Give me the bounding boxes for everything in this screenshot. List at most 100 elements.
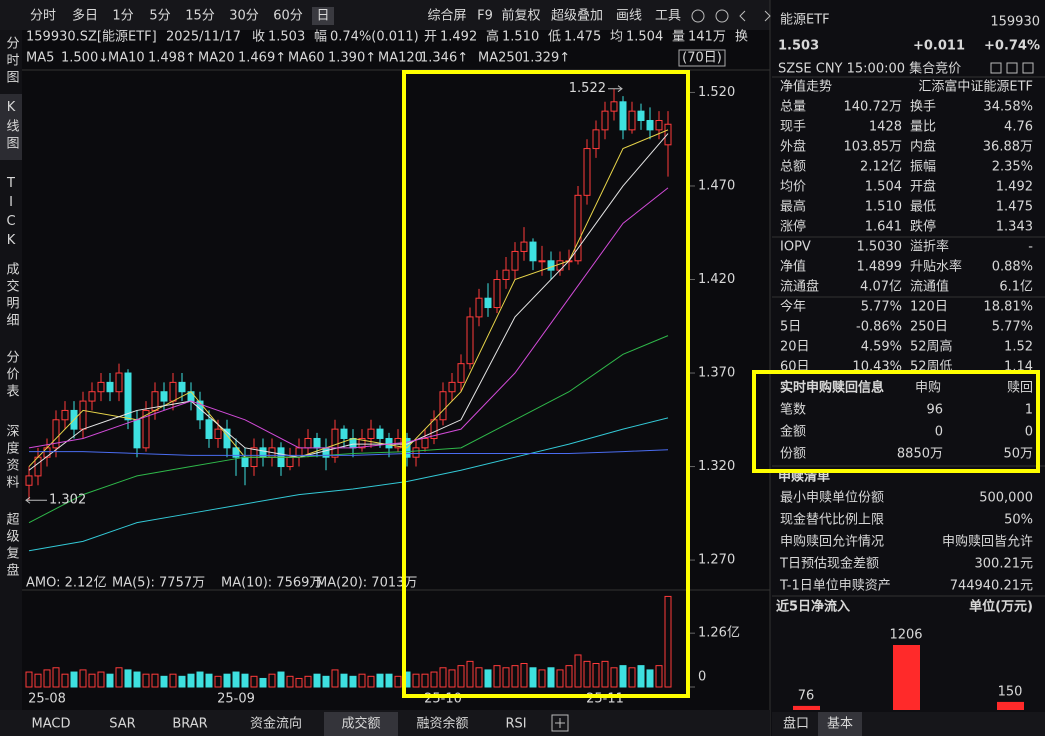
volume-bar bbox=[97, 671, 105, 688]
y-tick-label: 0 bbox=[698, 670, 706, 685]
toolbar-tab[interactable]: 日 bbox=[316, 9, 329, 24]
toolbar-tab[interactable]: 60分 bbox=[273, 9, 303, 24]
toolbar-tab[interactable]: 1分 bbox=[112, 9, 133, 24]
toolbar-tab[interactable]: 30分 bbox=[229, 9, 259, 24]
candle-body bbox=[439, 391, 447, 421]
candle-body bbox=[304, 437, 312, 449]
toolbar-tool[interactable]: 综合屏 bbox=[427, 9, 466, 24]
inflow-label: 76 bbox=[798, 688, 815, 703]
toolbar-tool[interactable]: F9 bbox=[477, 9, 493, 24]
toolbar-tab[interactable]: 多日 bbox=[72, 8, 98, 24]
info-text: 2025/11/17 bbox=[166, 30, 241, 45]
volume-bar bbox=[277, 671, 285, 688]
quote-value: 2.12亿 bbox=[860, 160, 902, 175]
side-tab[interactable]: TICK bbox=[4, 176, 19, 252]
panel-tab[interactable]: 基本 bbox=[827, 717, 853, 732]
candle-body bbox=[313, 437, 321, 449]
quote-value: 6.1亿 bbox=[999, 280, 1033, 295]
toolbar-tool[interactable]: 工具 bbox=[655, 9, 681, 24]
list-label: 最小申赎单位份额 bbox=[780, 491, 884, 506]
toolbar-tool[interactable]: 超级叠加 bbox=[551, 9, 603, 24]
inflow-unit: 单位(万元) bbox=[969, 599, 1033, 615]
quote-value: 36.88万 bbox=[983, 140, 1033, 155]
side-tab[interactable]: 深度资料 bbox=[4, 424, 20, 492]
sub-value: 1 bbox=[1025, 403, 1033, 418]
y-tick-label: 1.470 bbox=[698, 178, 735, 193]
sub-col: 申购 bbox=[915, 380, 941, 396]
volume-bar bbox=[367, 675, 375, 688]
volume-bar bbox=[295, 677, 303, 688]
toolbar-tab[interactable]: 15分 bbox=[185, 9, 215, 24]
bottom-tab[interactable]: MACD bbox=[32, 717, 71, 732]
volume-bar bbox=[214, 675, 222, 688]
candle-body bbox=[88, 391, 96, 402]
quote-value: 5.77% bbox=[861, 300, 902, 315]
x-tick-label: 25-11 bbox=[586, 692, 624, 707]
side-tab[interactable]: 超级复盘 bbox=[4, 512, 20, 580]
candle-body bbox=[466, 316, 474, 365]
candle-body bbox=[520, 241, 528, 252]
bottom-tab[interactable]: 融资余额 bbox=[416, 716, 468, 732]
quote-label: 开盘 bbox=[910, 179, 936, 195]
toolbar bbox=[0, 0, 770, 30]
toolbar-tool[interactable]: 画线 bbox=[616, 9, 642, 24]
high-arrow bbox=[608, 85, 623, 93]
volume-bar bbox=[610, 667, 618, 688]
side-tab[interactable]: 成交明细 bbox=[4, 262, 20, 330]
quote-value: 18.81% bbox=[983, 300, 1033, 315]
bottom-tab[interactable]: SAR bbox=[109, 717, 135, 732]
bottom-tab[interactable]: 成交额 bbox=[341, 716, 380, 732]
y-tick-label: 1.320 bbox=[698, 459, 735, 474]
toolbar-tab[interactable]: 分时 bbox=[30, 9, 56, 24]
volume-bar bbox=[520, 663, 528, 688]
quote-value: 1.5030 bbox=[857, 240, 903, 255]
volume-bar bbox=[511, 665, 519, 688]
candle-body bbox=[178, 381, 186, 393]
high-label: 1.522 bbox=[569, 81, 606, 96]
candle-body bbox=[592, 129, 600, 150]
quote-value: 4.07亿 bbox=[860, 280, 902, 295]
low-arrow bbox=[25, 496, 47, 504]
list-value: 300.21元 bbox=[975, 557, 1034, 572]
quote-label: 内盘 bbox=[910, 139, 936, 155]
side-tab[interactable]: K线图 bbox=[4, 100, 20, 153]
volume-bar bbox=[457, 665, 465, 688]
quote-label: 总额 bbox=[780, 160, 806, 175]
candle-body bbox=[511, 250, 519, 271]
toolbar-tab[interactable]: 5分 bbox=[149, 9, 170, 24]
list-value: 500,000 bbox=[979, 491, 1033, 506]
volume-bar bbox=[151, 673, 159, 688]
volume-bar bbox=[196, 671, 204, 688]
bottom-tab[interactable]: BRAR bbox=[172, 717, 207, 732]
quote-value: 0.88% bbox=[992, 260, 1033, 275]
list-label: 申购赎回允许情况 bbox=[780, 534, 884, 550]
volume-bar bbox=[358, 673, 366, 688]
side-tab[interactable]: 分价表 bbox=[4, 350, 20, 401]
quote-label: 流通值 bbox=[910, 279, 949, 295]
quote-value: 1.52 bbox=[1004, 340, 1033, 355]
candle-body bbox=[214, 428, 222, 439]
bottom-tab[interactable]: 资金流向 bbox=[250, 716, 302, 732]
quote-label: 外盘 bbox=[780, 139, 806, 155]
volume-bar bbox=[34, 673, 42, 688]
volume-bar bbox=[115, 667, 123, 688]
candle-body bbox=[475, 297, 483, 318]
panel-tab[interactable]: 盘口 bbox=[783, 716, 809, 732]
candle-body bbox=[61, 409, 69, 421]
info-text: 1.475 bbox=[564, 30, 601, 45]
volume-bar bbox=[484, 669, 492, 688]
candle-body bbox=[637, 110, 645, 122]
period[interactable]: (70日) bbox=[682, 51, 722, 66]
candle-body bbox=[79, 400, 87, 430]
toolbar-tool[interactable]: 前复权 bbox=[501, 8, 540, 24]
bottom-tab[interactable]: RSI bbox=[505, 717, 526, 732]
candle-body bbox=[493, 278, 501, 309]
volume-bar bbox=[88, 673, 96, 688]
y-tick-label: 1.370 bbox=[698, 366, 735, 381]
candle-body bbox=[340, 428, 348, 439]
side-tab[interactable]: 分时图 bbox=[4, 36, 20, 87]
info-text: 幅 bbox=[314, 30, 327, 45]
candle-body bbox=[232, 447, 240, 458]
volume-bar bbox=[187, 673, 195, 688]
